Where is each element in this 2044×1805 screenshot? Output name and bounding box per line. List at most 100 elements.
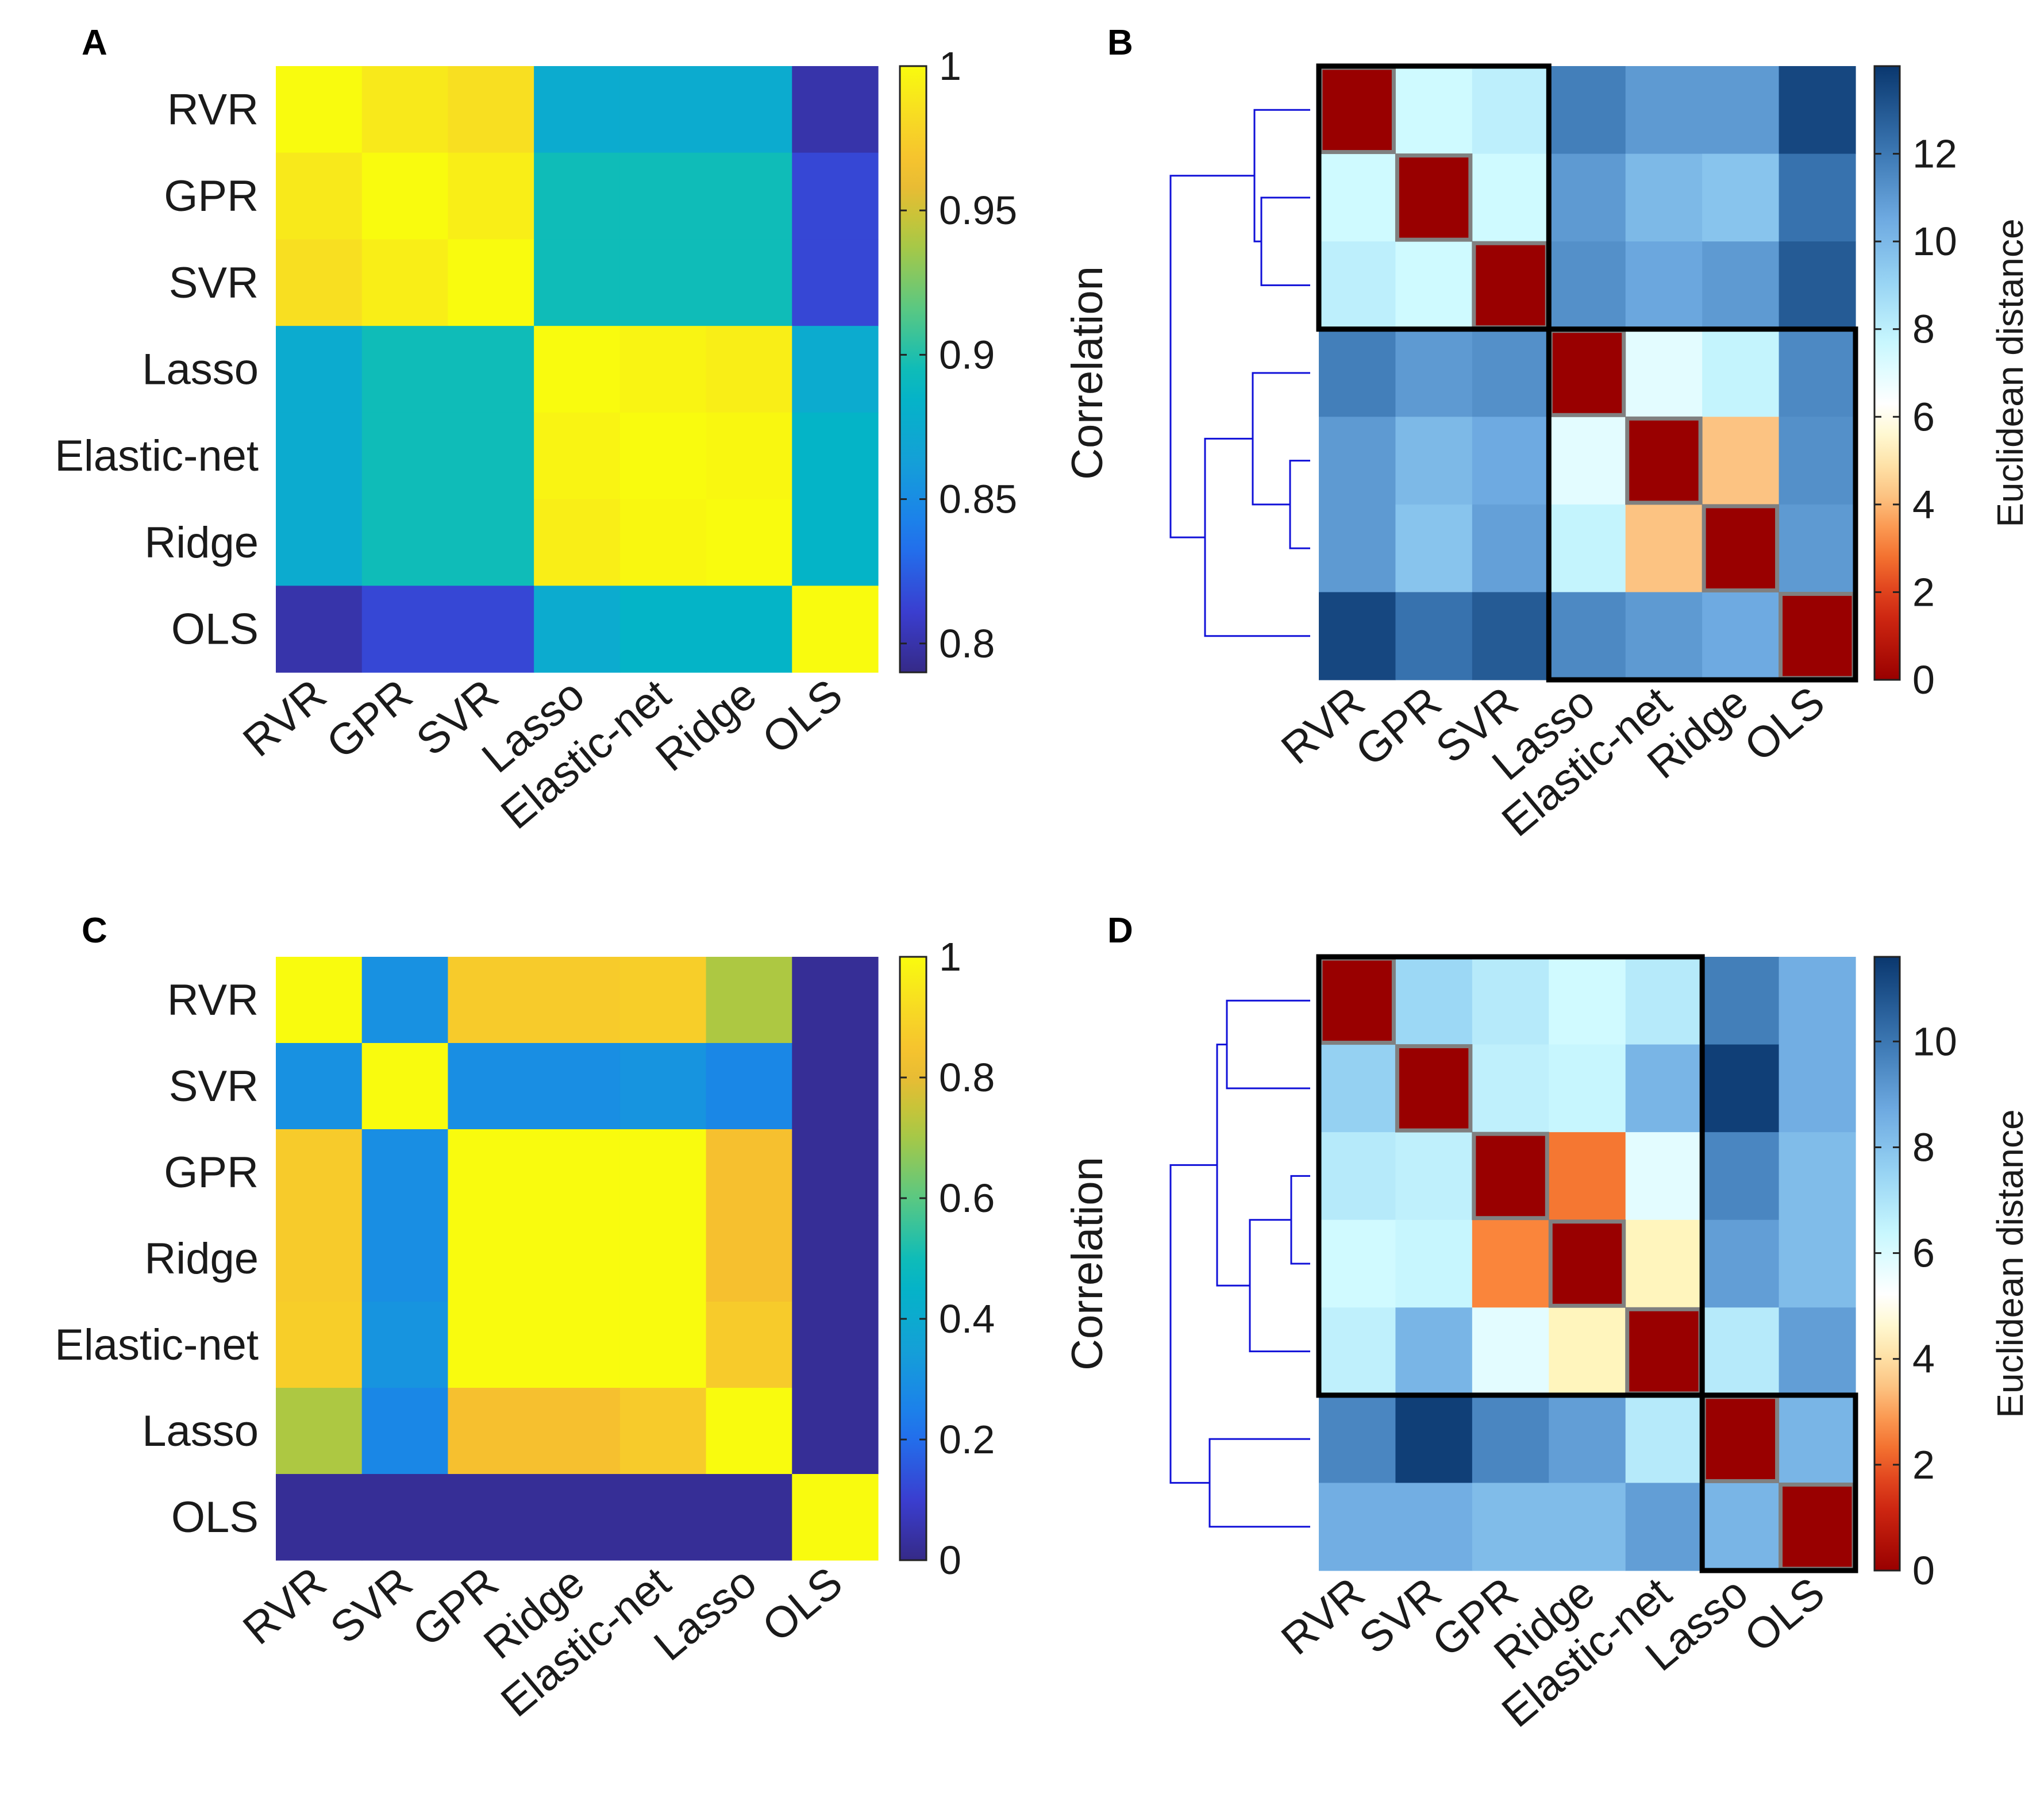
heatmap-cell xyxy=(1395,1219,1473,1308)
heatmap-cell xyxy=(792,499,879,586)
cluster-box xyxy=(1316,954,1705,1398)
heatmap-cell xyxy=(534,326,621,413)
diagonal-outline xyxy=(1625,416,1703,505)
colorbar-tick-label: 0 xyxy=(939,1538,961,1583)
heatmap-cell xyxy=(1319,1132,1396,1221)
heatmap-cell xyxy=(1779,329,1856,417)
heatmap-cell xyxy=(534,66,621,153)
heatmap-cell xyxy=(534,412,621,500)
heatmap-cell xyxy=(448,152,534,240)
heatmap-cell xyxy=(1625,1483,1703,1571)
heatmap-cell xyxy=(1625,1044,1703,1133)
colorbar-tick-label: 0.8 xyxy=(939,1055,995,1100)
colorbar-label: Euclidean distance xyxy=(1989,218,2031,527)
heatmap-cell xyxy=(534,1129,621,1216)
panel-C: CRVRRVRSVRSVRGPRGPRRidgeRidgeElastic-net… xyxy=(55,911,995,1726)
x-tick-label: OLS xyxy=(753,670,852,764)
heatmap-cell xyxy=(792,586,879,673)
heatmap-cell xyxy=(361,239,449,326)
cluster-box xyxy=(1546,326,1858,683)
heatmap-cell xyxy=(361,1302,449,1388)
x-tick-label: Ridge xyxy=(647,670,766,781)
heatmap-cell xyxy=(706,1129,792,1216)
panel-letter: A xyxy=(82,23,107,63)
y-axis-label: Correlation xyxy=(1063,1157,1112,1371)
heatmap-cell xyxy=(1395,592,1473,680)
heatmap-cell xyxy=(361,152,449,240)
heatmap-cell xyxy=(1472,592,1549,680)
heatmap-cell xyxy=(1549,1132,1626,1221)
colorbar-tick-label: 6 xyxy=(1912,394,1935,439)
heatmap-cell xyxy=(1472,1483,1549,1571)
colorbar-tick-label: 0.2 xyxy=(939,1417,995,1462)
heatmap-cell xyxy=(1549,1483,1626,1571)
heatmap-cell xyxy=(361,412,449,500)
colorbar-tick-label: 0.9 xyxy=(939,332,995,377)
y-tick-label: GPR xyxy=(164,172,259,221)
heatmap-cell xyxy=(619,326,707,413)
heatmap-cell xyxy=(534,957,621,1044)
heatmap-cell xyxy=(1779,153,1856,242)
heatmap-cell xyxy=(361,1474,449,1561)
heatmap-cell xyxy=(448,1129,534,1216)
heatmap-cell xyxy=(1549,957,1626,1045)
colorbar-tick-label: 0.4 xyxy=(939,1296,995,1341)
dendrogram-link xyxy=(1208,1438,1310,1528)
heatmap-cell xyxy=(792,1129,879,1216)
heatmap-cell xyxy=(534,1215,621,1302)
colorbar-tick-label: 10 xyxy=(1912,219,1957,264)
panel-D: DRVRSVRGPRRidgeElastic-netLassoOLSCorrel… xyxy=(1063,911,2031,1737)
heatmap-cell xyxy=(1549,504,1626,593)
heatmap-cell xyxy=(1472,417,1549,505)
heatmap-cell xyxy=(1395,1132,1473,1221)
heatmap-cell xyxy=(1779,1044,1856,1133)
heatmap-cell xyxy=(448,1043,534,1130)
heatmap-cell xyxy=(792,1302,879,1388)
colorbar-tick-label: 1 xyxy=(939,934,961,979)
heatmap-cell xyxy=(1472,1395,1549,1484)
heatmap-cell xyxy=(448,1302,534,1388)
colorbar xyxy=(1873,65,1901,681)
heatmap-cell xyxy=(361,326,449,413)
heatmap-cells xyxy=(276,957,879,1561)
heatmap-cell xyxy=(276,239,363,326)
x-tick-label: SVR xyxy=(321,1558,421,1653)
heatmap-cell xyxy=(1549,329,1626,417)
colorbar-tick-label: 0.85 xyxy=(939,477,1017,522)
heatmap-cell xyxy=(619,586,707,673)
heatmap-cell xyxy=(1625,504,1703,593)
heatmap-cell xyxy=(706,586,792,673)
heatmap-cell xyxy=(1779,241,1856,330)
panel-letter: B xyxy=(1107,23,1133,63)
heatmap-cell xyxy=(1319,1044,1396,1133)
x-tick-label: OLS xyxy=(1735,1568,1834,1662)
heatmap-cell xyxy=(534,586,621,673)
heatmap-cell xyxy=(1702,66,1780,155)
panel-B: BRVRGPRSVRLassoElastic-netRidgeOLSCorrel… xyxy=(1063,23,2031,846)
heatmap-cell xyxy=(534,239,621,326)
heatmap-cell xyxy=(276,1215,363,1302)
heatmap-cell xyxy=(361,1215,449,1302)
heatmap-cell xyxy=(534,1388,621,1475)
heatmap-cell xyxy=(1319,153,1396,242)
heatmap-cell xyxy=(1319,504,1396,593)
colorbar-tick-label: 2 xyxy=(1912,569,1935,614)
heatmap-cell xyxy=(1625,329,1703,417)
heatmap-cell xyxy=(1549,153,1626,242)
dendrogram-D xyxy=(1169,999,1310,1528)
heatmap-cell xyxy=(1549,592,1626,680)
heatmap-cell xyxy=(1395,417,1473,505)
heatmap-cell xyxy=(1779,1219,1856,1308)
y-tick-label: RVR xyxy=(167,976,259,1025)
colorbar-tick-label: 8 xyxy=(1912,1125,1935,1169)
heatmap-cell xyxy=(706,1388,792,1475)
panel-letter: D xyxy=(1107,911,1133,950)
heatmap-cell xyxy=(619,1129,707,1216)
heatmap-cell xyxy=(619,499,707,586)
y-tick-label: Ridge xyxy=(144,1234,259,1283)
y-tick-label: Ridge xyxy=(144,518,259,567)
heatmap-cell xyxy=(448,66,534,153)
y-tick-label: RVR xyxy=(167,85,259,134)
heatmap-cell xyxy=(792,1388,879,1475)
